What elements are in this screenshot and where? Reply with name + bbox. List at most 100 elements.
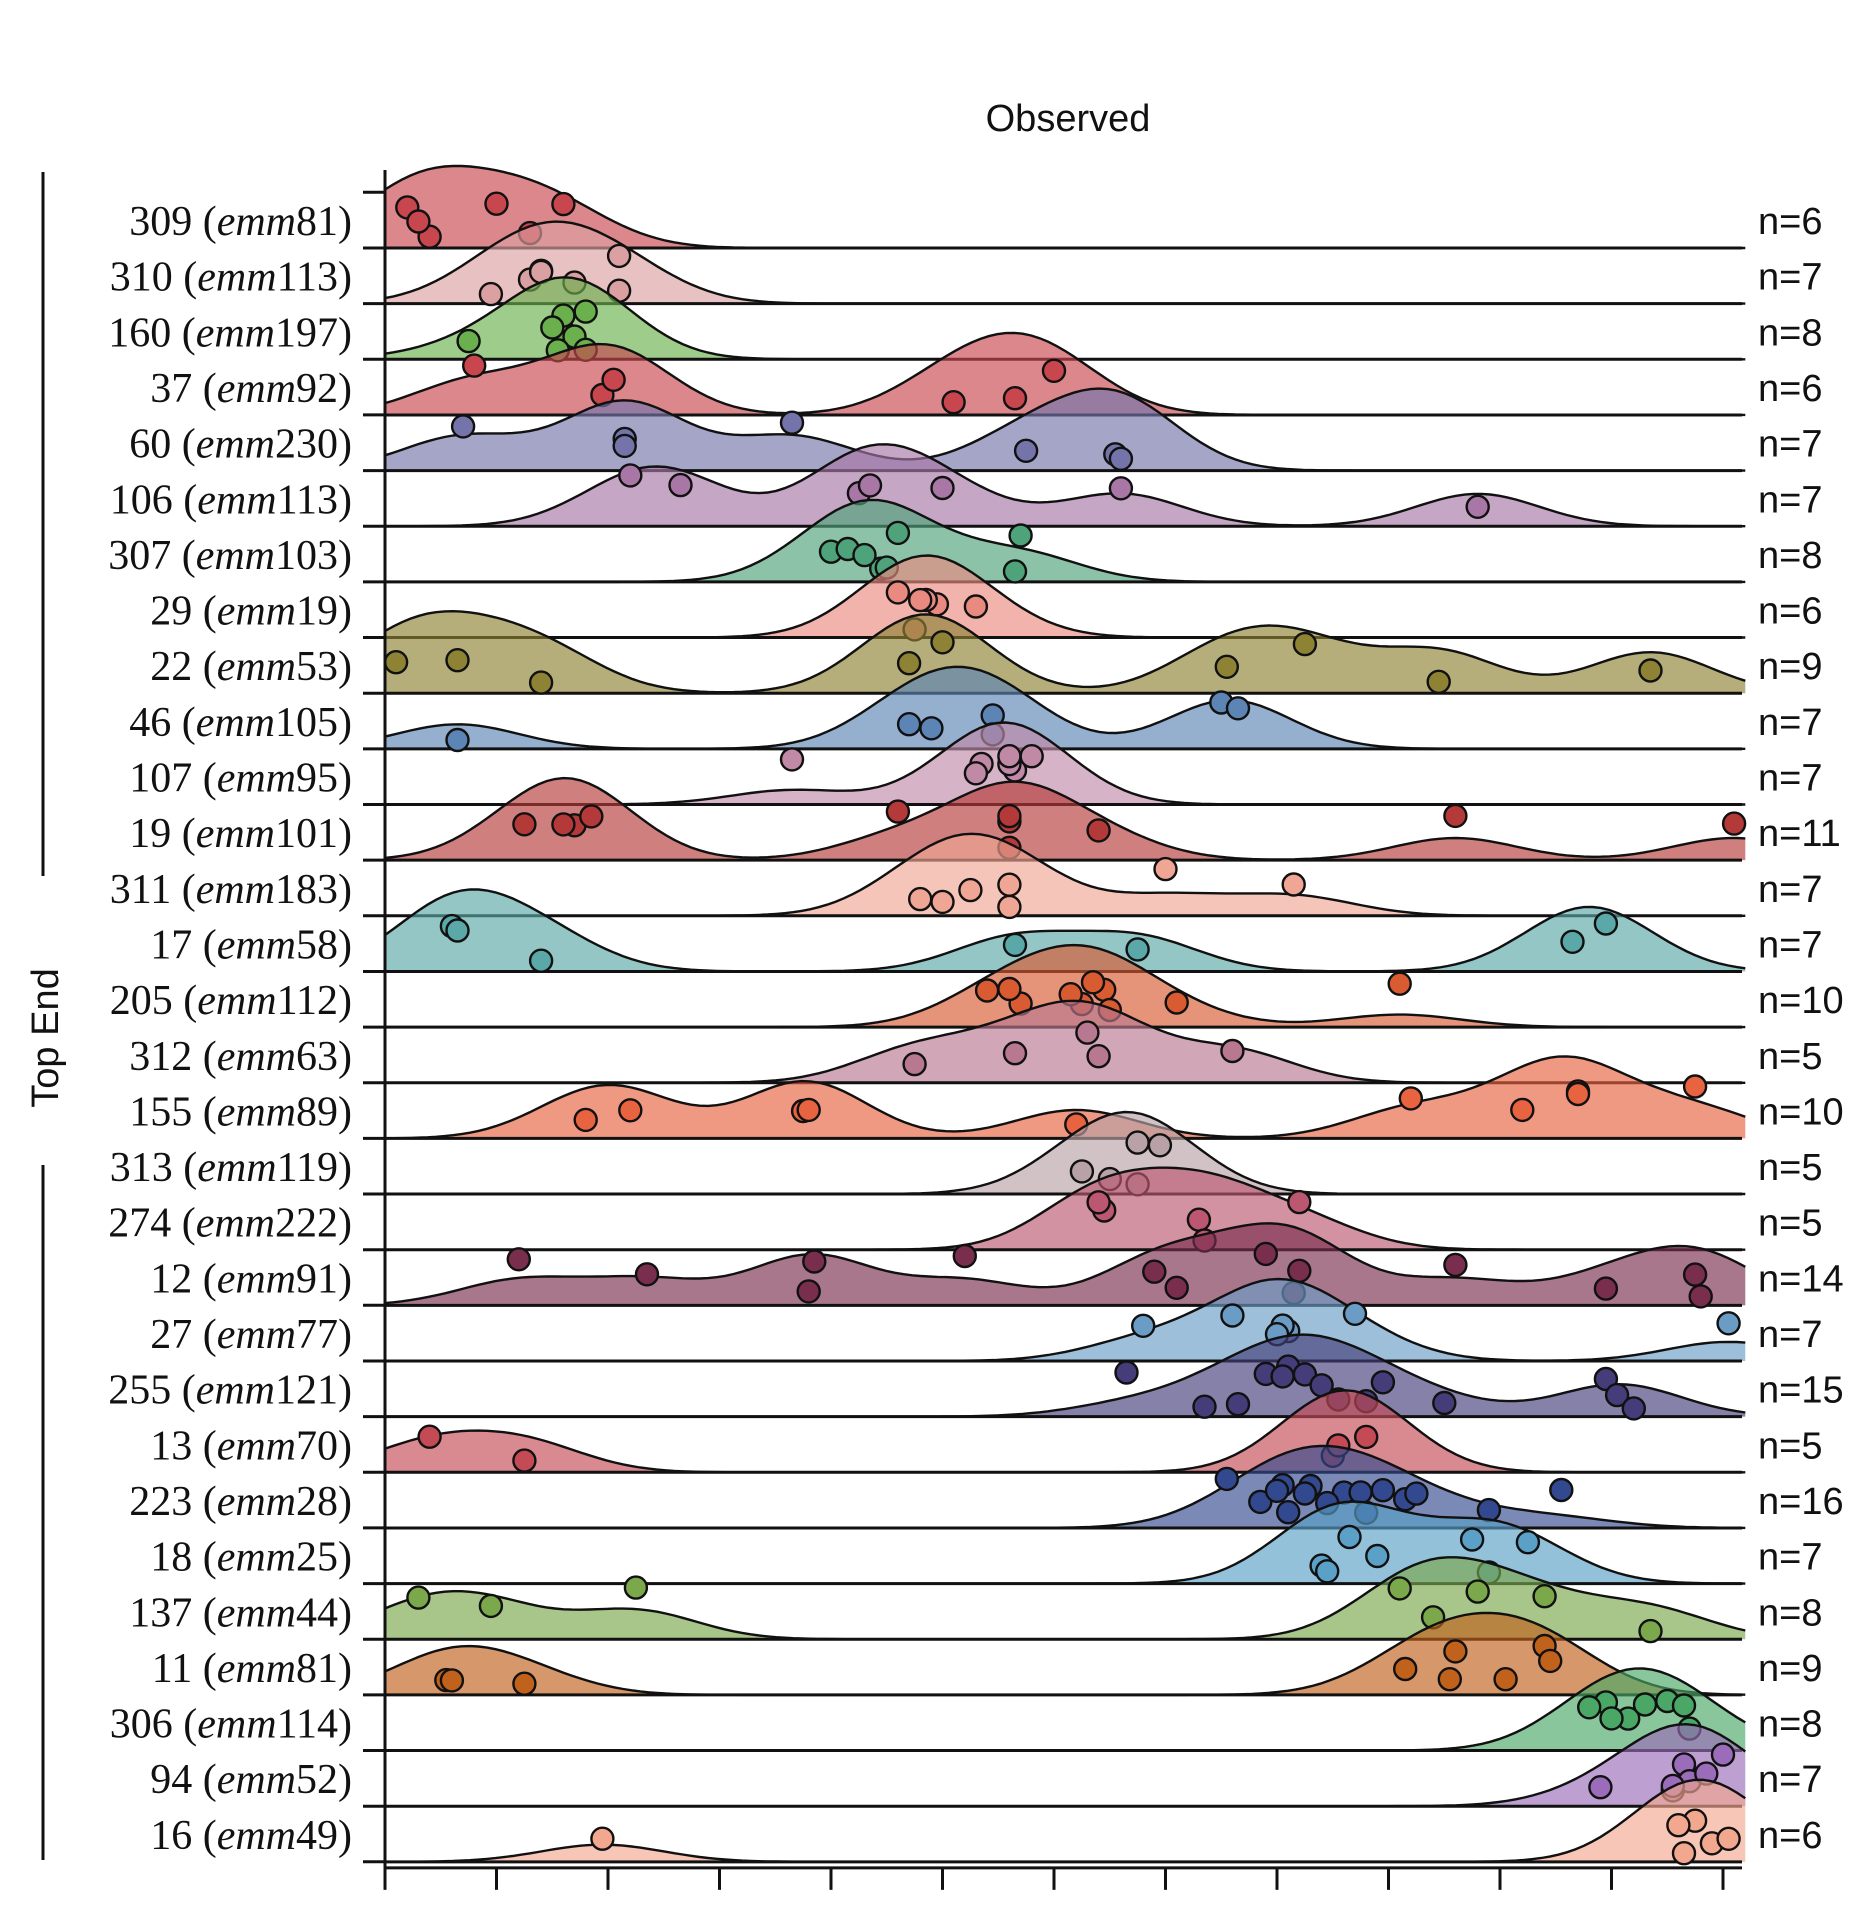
data-point <box>406 1585 431 1610</box>
data-point <box>1426 669 1451 694</box>
data-point <box>919 716 944 741</box>
row-label: 311 (emm183) <box>110 867 352 913</box>
density-line <box>384 888 1746 973</box>
data-point <box>1108 476 1134 501</box>
data-point <box>1532 1583 1557 1609</box>
data-point <box>1537 1648 1563 1674</box>
data-point <box>1041 358 1067 383</box>
data-point <box>1248 1489 1273 1515</box>
data-point <box>512 1671 537 1696</box>
row-n-label: n=7 <box>1758 257 1822 299</box>
data-point <box>1270 1364 1295 1389</box>
row-label: 60 (emm230) <box>129 422 352 468</box>
data-point <box>1365 1543 1390 1569</box>
data-point <box>1370 1370 1396 1395</box>
row-n-label: n=7 <box>1758 1537 1822 1579</box>
ridge-row <box>385 1778 1746 1866</box>
data-point <box>1225 696 1251 721</box>
data-point <box>1225 1391 1251 1417</box>
data-point <box>551 191 576 217</box>
row-label: 160 (emm197) <box>108 310 352 356</box>
density-area <box>385 1223 1746 1306</box>
data-point <box>450 414 476 439</box>
row-label: 155 (emm89) <box>129 1089 352 1135</box>
density-area <box>385 1501 1746 1584</box>
row-n-label: n=8 <box>1758 535 1822 577</box>
data-point <box>1086 1043 1111 1069</box>
data-point <box>1392 1656 1418 1682</box>
data-point <box>1671 1840 1697 1866</box>
row-n-label: n=10 <box>1758 980 1844 1022</box>
data-point <box>1432 1390 1457 1416</box>
data-point <box>963 761 989 786</box>
data-point <box>1459 1527 1485 1552</box>
data-point <box>618 1098 643 1123</box>
row-n-label: n=7 <box>1758 1759 1822 1801</box>
data-point <box>1593 911 1619 936</box>
density-area <box>385 1056 1746 1139</box>
row-n-label: n=7 <box>1758 424 1822 466</box>
row-n-label: n=5 <box>1758 1425 1822 1467</box>
data-point <box>997 803 1022 829</box>
data-point <box>540 315 565 340</box>
data-point <box>1337 1524 1362 1550</box>
data-point <box>1443 1252 1468 1278</box>
density-line <box>384 776 1746 861</box>
data-point <box>997 976 1022 1002</box>
data-point <box>1576 1695 1602 1720</box>
data-point <box>1560 929 1585 954</box>
data-point <box>1721 811 1747 836</box>
data-point <box>1002 932 1028 958</box>
row-label: 309 (emm81) <box>129 199 352 245</box>
data-point <box>1638 658 1663 683</box>
row-label: 22 (emm53) <box>150 644 352 690</box>
row-label: 27 (emm77) <box>150 1312 352 1358</box>
density-area <box>385 277 1746 360</box>
data-point <box>1671 1693 1697 1718</box>
row-label: 274 (emm222) <box>108 1201 352 1247</box>
data-point <box>1666 1812 1691 1838</box>
data-point <box>668 472 693 498</box>
row-n-label: n=7 <box>1758 869 1822 911</box>
data-point <box>1398 1086 1424 1111</box>
density-line <box>384 1222 1746 1305</box>
data-point <box>1086 1190 1111 1215</box>
data-point <box>439 1668 465 1693</box>
density-line <box>385 443 1746 528</box>
ridge-row <box>385 1333 1746 1421</box>
row-label: 37 (emm92) <box>150 366 352 412</box>
ridge-row <box>384 1389 1746 1474</box>
data-point <box>1186 1207 1212 1232</box>
row-label: 11 (emm81) <box>152 1646 352 1692</box>
data-point <box>1716 1826 1741 1852</box>
group-label: Top End <box>25 968 67 1107</box>
data-point <box>1710 1742 1736 1767</box>
ridge-row <box>383 609 1746 695</box>
row-label: 205 (emm112) <box>110 978 352 1024</box>
data-point <box>1130 1313 1156 1339</box>
density-area <box>385 1779 1746 1862</box>
data-point <box>1404 1481 1429 1506</box>
row-n-label: n=8 <box>1758 1704 1822 1746</box>
data-point <box>1142 1259 1167 1284</box>
data-point <box>406 209 431 234</box>
row-n-label: n=5 <box>1758 1036 1822 1078</box>
data-point <box>908 886 933 912</box>
data-point <box>551 812 576 837</box>
data-point <box>612 433 637 459</box>
data-point <box>1275 1499 1301 1525</box>
data-point <box>1153 856 1178 882</box>
ridge-row <box>385 1277 1746 1363</box>
data-point <box>601 367 626 392</box>
data-point <box>1220 1038 1245 1064</box>
data-point <box>896 651 922 676</box>
density-area <box>385 611 1746 694</box>
data-point <box>484 191 509 216</box>
data-point <box>478 1593 504 1619</box>
data-point <box>1214 654 1240 679</box>
data-point <box>1342 1301 1368 1327</box>
density-area <box>385 722 1746 805</box>
data-point <box>796 1279 821 1304</box>
row-label: 13 (emm70) <box>150 1423 352 1469</box>
row-label: 137 (emm44) <box>129 1590 352 1636</box>
